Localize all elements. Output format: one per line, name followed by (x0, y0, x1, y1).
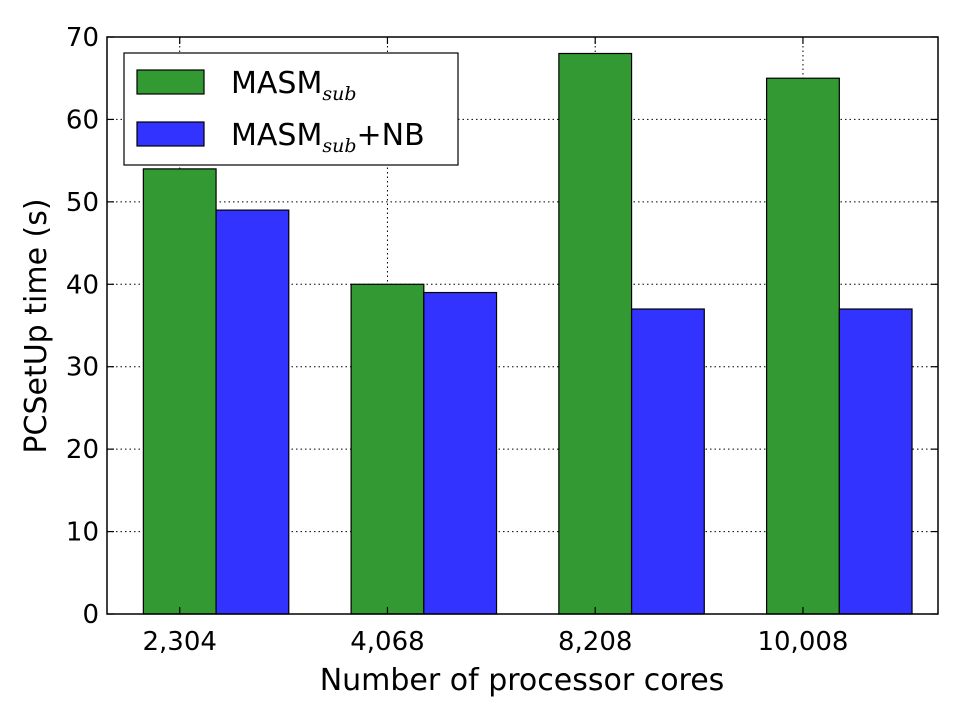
y-tick-label: 20 (66, 435, 99, 465)
y-tick-label: 0 (82, 600, 99, 630)
bar-layer (142, 52, 913, 615)
y-axis-label: PCSetUp time (s) (19, 198, 54, 453)
x-tick-label: 8,208 (558, 627, 632, 657)
plot-frame (106, 36, 939, 615)
bar-series-0-2304 (142, 168, 217, 615)
bar-series-1-8208 (630, 308, 705, 615)
bar-series-0-10008 (766, 77, 840, 615)
x-tick-label: 4,068 (350, 627, 424, 657)
x-axis-label: Number of processor cores (320, 663, 725, 698)
y-tick-label: 70 (66, 23, 99, 53)
legend-label-1: MASMsub+NB (231, 118, 425, 157)
legend-name: MASM (231, 118, 322, 153)
x-tick-label: 2,304 (142, 627, 216, 657)
bar-series-1-10008 (838, 308, 913, 615)
x-tick-label: 10,008 (757, 627, 848, 657)
legend-subscript: sub (322, 135, 356, 157)
bar-series-1-2304 (215, 209, 290, 615)
legend-subscript: sub (322, 83, 356, 105)
y-tick-label: 60 (66, 105, 99, 135)
y-tick-label: 30 (66, 353, 99, 383)
bar-series-0-8208 (558, 52, 633, 615)
y-tick-label: 10 (66, 518, 99, 548)
y-tick-label: 50 (66, 188, 99, 218)
legend-name: MASM (231, 66, 322, 101)
legend-suffix: +NB (357, 118, 425, 153)
bar-series-0-4068 (350, 283, 425, 615)
y-tick-label: 40 (66, 270, 99, 300)
legend-swatch-1 (136, 121, 205, 147)
bar-series-1-4068 (423, 291, 498, 615)
tick-layer: 0 10 20 30 40 50 60 70 2,304 4,068 8,208 10,008 (66, 23, 938, 657)
legend-swatch-0 (136, 69, 205, 95)
legend-label-0: MASMsub (231, 66, 357, 105)
